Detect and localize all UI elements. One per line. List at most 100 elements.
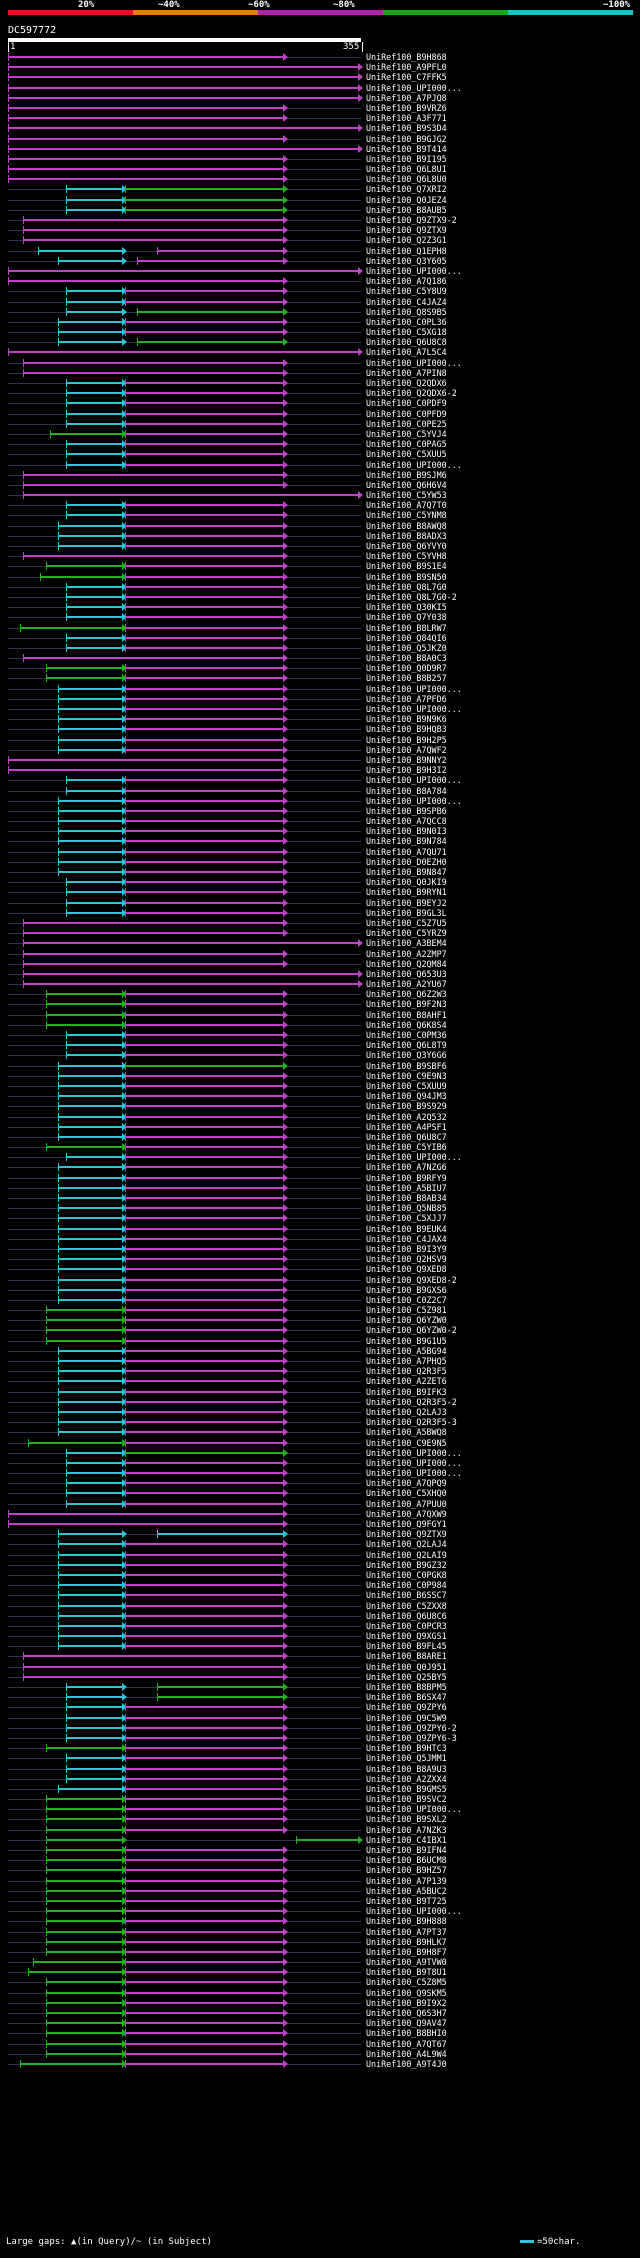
hit-row[interactable]: UniRef100_Q6YVY0 (0, 541, 640, 551)
hit-row[interactable]: UniRef100_Q2LAJ3 (0, 1407, 640, 1417)
hit-row[interactable]: UniRef100_B9S929 (0, 1101, 640, 1111)
hit-row[interactable]: UniRef100_Q3Y605 (0, 256, 640, 266)
hit-label[interactable]: UniRef100_B8AUB5 (366, 204, 447, 215)
hit-label[interactable]: UniRef100_C4JAZ4 (366, 296, 447, 307)
hit-label[interactable]: UniRef100_B9H3I2 (366, 765, 447, 776)
hit-row[interactable]: UniRef100_Q0JKI9 (0, 877, 640, 887)
hit-row[interactable]: UniRef100_B8LRW7 (0, 623, 640, 633)
hit-row[interactable]: UniRef100_Q8L7G0-2 (0, 592, 640, 602)
hit-label[interactable]: UniRef100_UPI000... (366, 704, 462, 714)
hit-label[interactable]: UniRef100_B9H888 (366, 1916, 447, 1927)
hit-row[interactable]: UniRef100_B9G1U5 (0, 1336, 640, 1346)
hit-label[interactable]: UniRef100_Q2R3F5-3 (366, 1417, 457, 1428)
hit-label[interactable]: UniRef100_B9HQB3 (366, 724, 447, 735)
hit-label[interactable]: UniRef100_UPI000... (366, 795, 462, 806)
hit-label[interactable]: UniRef100_B9SJM6 (366, 469, 447, 480)
hit-label[interactable]: UniRef100_C9E9N3 (366, 1070, 447, 1081)
hit-row[interactable]: UniRef100_A5BWQ8 (0, 1427, 640, 1437)
hit-row[interactable]: UniRef100_Q0D9R7 (0, 663, 640, 673)
hit-label[interactable]: UniRef100_Q5JMM1 (366, 1753, 447, 1764)
hit-label[interactable]: UniRef100_Q9AV47 (366, 2018, 447, 2029)
hit-row[interactable]: UniRef100_A7NZK3 (0, 1825, 640, 1835)
hit-label[interactable]: UniRef100_C5YIB6 (366, 1142, 447, 1153)
hit-row[interactable]: UniRef100_Q8S9B5 (0, 307, 640, 317)
hit-row[interactable]: UniRef100_UPI000... (0, 266, 640, 276)
hit-row[interactable]: UniRef100_B8A0C3 (0, 653, 640, 663)
hit-row[interactable]: UniRef100_A7NZG6 (0, 1162, 640, 1172)
hit-label[interactable]: UniRef100_UPI000... (366, 1457, 462, 1468)
hit-row[interactable]: UniRef100_B8BPM5 (0, 1682, 640, 1692)
hit-row[interactable]: UniRef100_C5Z981 (0, 1305, 640, 1315)
hit-label[interactable]: UniRef100_C0Z2C7 (366, 1294, 447, 1305)
hit-row[interactable]: UniRef100_UPI000... (0, 460, 640, 470)
hit-row[interactable]: UniRef100_B9H2P5 (0, 735, 640, 745)
hit-row[interactable]: UniRef100_Q9ZPY6-3 (0, 1733, 640, 1743)
hit-row[interactable]: UniRef100_UPI000... (0, 684, 640, 694)
hit-label[interactable]: UniRef100_A3BEM4 (366, 938, 447, 949)
hit-label[interactable]: UniRef100_B9N784 (366, 836, 447, 847)
hit-label[interactable]: UniRef100_C4JAX4 (366, 1233, 447, 1244)
hit-row[interactable]: UniRef100_A2Q532 (0, 1112, 640, 1122)
hit-row[interactable]: UniRef100_UPI000... (0, 1906, 640, 1916)
hit-label[interactable]: UniRef100_Q2R3F5-2 (366, 1396, 457, 1407)
hit-row[interactable]: UniRef100_UPI000... (0, 1152, 640, 1162)
hit-row[interactable]: UniRef100_B9VRZ6 (0, 103, 640, 113)
hit-label[interactable]: UniRef100_B9I9X2 (366, 1997, 447, 2008)
hit-label[interactable]: UniRef100_UPI000... (366, 1152, 462, 1163)
hit-row[interactable]: UniRef100_Q0J951 (0, 1662, 640, 1672)
hit-label[interactable]: UniRef100_C0PM36 (366, 1030, 447, 1040)
hit-label[interactable]: UniRef100_A7L5C4 (366, 347, 447, 358)
hit-label[interactable]: UniRef100_A7NZK3 (366, 1824, 447, 1835)
hit-row[interactable]: UniRef100_B9SXL2 (0, 1814, 640, 1824)
hit-row[interactable]: UniRef100_B9SJM6 (0, 470, 640, 480)
hit-label[interactable]: UniRef100_C5YVH8 (366, 551, 447, 562)
hit-label[interactable]: UniRef100_Q9XED8 (366, 1264, 447, 1275)
hit-label[interactable]: UniRef100_B9T8U1 (366, 1967, 447, 1978)
hit-row[interactable]: UniRef100_B9T725 (0, 1896, 640, 1906)
hit-row[interactable]: UniRef100_Q25BY5 (0, 1672, 640, 1682)
hit-row[interactable]: UniRef100_Q9C5W9 (0, 1713, 640, 1723)
hit-row[interactable]: UniRef100_C5Y8U9 (0, 286, 640, 296)
hit-row[interactable]: UniRef100_Q2QDX6 (0, 378, 640, 388)
hit-label[interactable]: UniRef100_UPI000... (366, 683, 462, 694)
hit-label[interactable]: UniRef100_B9SN50 (366, 571, 447, 582)
hit-row[interactable]: UniRef100_A2ZET6 (0, 1376, 640, 1386)
hit-label[interactable]: UniRef100_Q84QI6 (366, 632, 447, 643)
hit-row[interactable]: UniRef100_B9S1E4 (0, 561, 640, 571)
hit-row[interactable]: UniRef100_B9RYN1 (0, 887, 640, 897)
hit-label[interactable]: UniRef100_B9EYJ2 (366, 897, 447, 908)
hit-label[interactable]: UniRef100_B9H2P5 (366, 734, 447, 745)
hit-label[interactable]: UniRef100_A7QWF2 (366, 744, 447, 755)
hit-label[interactable]: UniRef100_B9RFY9 (366, 1172, 447, 1183)
hit-label[interactable]: UniRef100_UPI000... (366, 82, 462, 93)
hit-label[interactable]: UniRef100_Q6Z2W3 (366, 989, 447, 1000)
hit-row[interactable]: UniRef100_Q7Y038 (0, 612, 640, 622)
hit-row[interactable]: UniRef100_B9N9K6 (0, 714, 640, 724)
hit-label[interactable]: UniRef100_C9E9N5 (366, 1437, 447, 1448)
hit-label[interactable]: UniRef100_B9F2N3 (366, 999, 447, 1010)
hit-row[interactable]: UniRef100_A9T4J0 (0, 2059, 640, 2069)
hit-label[interactable]: UniRef100_Q9ZTX9 (366, 225, 447, 236)
hit-row[interactable]: UniRef100_A2ZXX4 (0, 1774, 640, 1784)
hit-label[interactable]: UniRef100_C0PGK8 (366, 1569, 447, 1580)
hit-row[interactable]: UniRef100_Q6H6V4 (0, 480, 640, 490)
hit-label[interactable]: UniRef100_Q3Y6G6 (366, 1050, 447, 1061)
hit-label[interactable]: UniRef100_B9GZ32 (366, 1559, 447, 1570)
hit-row[interactable]: UniRef100_Q84QI6 (0, 633, 640, 643)
hit-row[interactable]: UniRef100_A7PT37 (0, 1927, 640, 1937)
hit-row[interactable]: UniRef100_B9GZ32 (0, 1560, 640, 1570)
hit-row[interactable]: UniRef100_B9SN50 (0, 572, 640, 582)
hit-label[interactable]: UniRef100_Q6U8C7 (366, 1131, 447, 1142)
hit-row[interactable]: UniRef100_Q6L8U1 (0, 164, 640, 174)
hit-label[interactable]: UniRef100_Q30KI5 (366, 602, 447, 613)
hit-label[interactable]: UniRef100_B9NNY2 (366, 754, 447, 765)
hit-row[interactable]: UniRef100_C4JAX4 (0, 1234, 640, 1244)
hit-row[interactable]: UniRef100_Q2R3F5-3 (0, 1417, 640, 1427)
hit-row[interactable]: UniRef100_B9GXS6 (0, 1285, 640, 1295)
hit-row[interactable]: UniRef100_B8BHI0 (0, 2028, 640, 2038)
hit-row[interactable]: UniRef100_B9I3Y9 (0, 1244, 640, 1254)
hit-row[interactable]: UniRef100_A7QCC8 (0, 816, 640, 826)
hit-row[interactable]: UniRef100_B9SPB6 (0, 806, 640, 816)
hit-label[interactable]: UniRef100_UPI000... (366, 459, 462, 470)
hit-row[interactable]: UniRef100_UPI000... (0, 796, 640, 806)
